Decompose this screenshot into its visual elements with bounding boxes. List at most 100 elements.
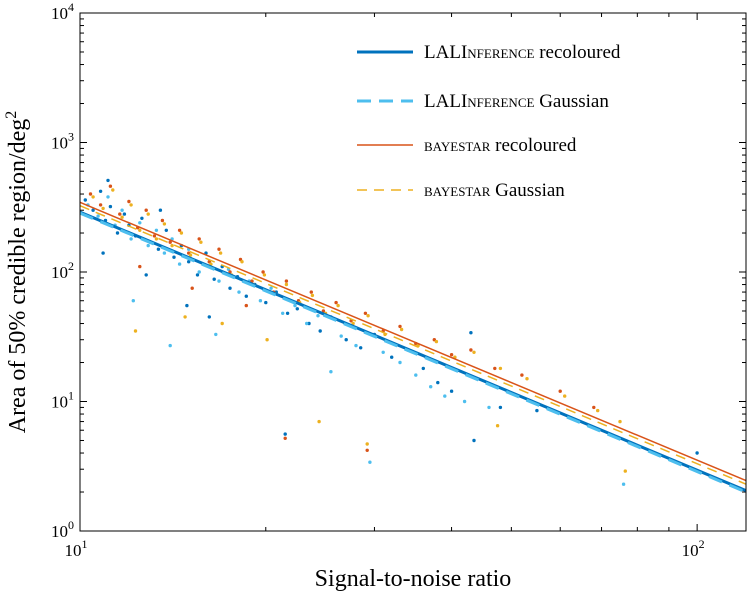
scatter-point xyxy=(158,208,163,212)
scatter-point xyxy=(129,237,133,241)
scatter-point xyxy=(91,195,95,199)
scatter-point xyxy=(498,366,503,371)
scatter-point xyxy=(381,350,385,354)
scatter-point xyxy=(101,206,105,211)
scatter-point xyxy=(436,380,440,385)
scatter-point xyxy=(449,389,454,393)
scatter-point xyxy=(284,282,289,287)
scatter-point xyxy=(339,334,343,338)
scatter-point xyxy=(421,366,425,371)
scatter-point xyxy=(334,300,338,305)
scatter-points xyxy=(83,178,699,486)
x-tick-label: 101 xyxy=(65,537,88,560)
scatter-point xyxy=(244,303,248,308)
scatter-point xyxy=(168,240,172,244)
scatter-point xyxy=(695,451,699,455)
scatter-point xyxy=(368,460,372,464)
scatter-point xyxy=(120,215,124,219)
scatter-point xyxy=(469,348,473,352)
scatter-point xyxy=(138,228,142,232)
scatter-point xyxy=(240,260,244,264)
scatter-point xyxy=(344,338,348,342)
scatter-point xyxy=(106,195,110,199)
scatter-point xyxy=(469,331,473,335)
y-tick-label: 104 xyxy=(51,0,74,23)
scatter-point xyxy=(190,286,194,290)
scatter-point xyxy=(495,424,500,428)
scatter-point xyxy=(217,247,221,251)
scatter-point xyxy=(472,438,476,443)
scatter-point xyxy=(295,307,299,311)
scatter-point xyxy=(146,243,150,248)
scatter-point xyxy=(179,231,184,235)
scatter-point xyxy=(365,442,369,446)
scatter-point xyxy=(120,208,124,212)
scatter-point xyxy=(316,314,320,318)
scatter-point xyxy=(228,286,232,290)
scatter-point xyxy=(264,300,268,305)
scatter-point xyxy=(212,277,216,281)
scatter-point xyxy=(162,251,167,255)
scatter-point xyxy=(172,255,176,259)
scatter-point xyxy=(144,273,148,277)
scatter-point xyxy=(618,419,622,424)
scatter-point xyxy=(398,324,402,329)
y-axis-title-text: Area of 50% credible region/deg xyxy=(5,119,31,434)
scatter-point xyxy=(197,237,201,241)
scatter-point xyxy=(596,408,600,413)
scatter-point xyxy=(493,366,497,371)
fit-line xyxy=(80,201,746,482)
scatter-point xyxy=(399,327,404,332)
scatter-point xyxy=(498,405,503,410)
scatter-point xyxy=(108,204,113,209)
scatter-point xyxy=(472,350,476,354)
scatter-point xyxy=(365,448,369,452)
scatter-point xyxy=(261,270,265,274)
fit-lines xyxy=(80,201,746,494)
scatter-point xyxy=(283,436,287,440)
scatter-point xyxy=(168,343,172,348)
scatter-point xyxy=(228,270,232,274)
legend-label: LALInference Gaussian xyxy=(424,91,609,112)
scatter-point xyxy=(429,385,433,389)
plot-frame xyxy=(79,12,747,532)
scatter-point xyxy=(98,189,103,193)
scatter-point xyxy=(623,469,627,473)
scatter-point xyxy=(592,405,596,410)
y-tick-label: 101 xyxy=(51,389,74,412)
scatter-point xyxy=(111,188,115,192)
scatter-point xyxy=(154,228,159,232)
legend-label: bayestar recoloured xyxy=(424,135,577,156)
scatter-point xyxy=(443,394,447,398)
scatter-point xyxy=(285,311,290,315)
scatter-point xyxy=(83,198,88,202)
scatter-point xyxy=(520,373,524,377)
scatter-point xyxy=(177,228,182,232)
legend-label: LALInference recoloured xyxy=(424,42,621,63)
scatter-point xyxy=(354,343,358,348)
scatter-point xyxy=(359,346,363,350)
scatter-point xyxy=(621,482,626,486)
axis-ticks xyxy=(79,12,746,532)
scatter-point xyxy=(106,178,110,183)
scatter-point xyxy=(207,315,211,319)
scatter-point xyxy=(217,279,221,283)
scatter-point xyxy=(133,329,138,333)
scatter-point xyxy=(118,212,122,216)
scatter-point xyxy=(138,264,142,269)
scatter-point xyxy=(154,237,159,241)
scatter-point xyxy=(563,394,567,398)
x-tick-label: 102 xyxy=(682,537,705,560)
scatter-point xyxy=(390,355,394,359)
scatter-point xyxy=(535,408,539,413)
scatter-point xyxy=(144,208,148,212)
scatter-point xyxy=(250,279,254,283)
fit-line xyxy=(80,211,746,494)
scatter-point xyxy=(281,311,285,315)
scatter-point xyxy=(108,184,113,188)
scatter-point xyxy=(262,273,267,277)
scatter-point xyxy=(363,311,368,315)
scatter-point xyxy=(122,212,127,216)
